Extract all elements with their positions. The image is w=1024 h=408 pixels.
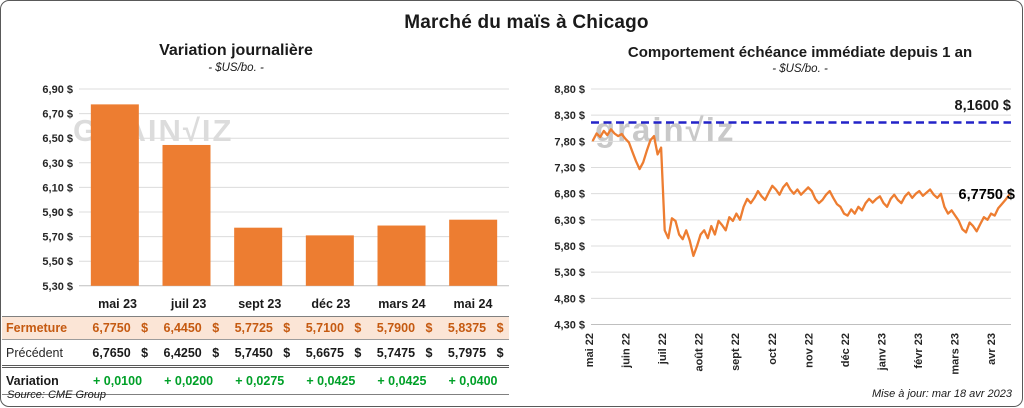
- line-chart: 8,80 $ 8,30 $ 7,80 $ 7,30 $ 6,80 $ 6,30 $ 5,80…: [554, 84, 1011, 375]
- cell-variation: + 0,0425: [377, 374, 427, 388]
- x-axis-month-label: avr 23: [986, 333, 998, 365]
- cell-variation: + 0,0200: [164, 374, 214, 388]
- column-header-juil 23: juil 23: [170, 297, 207, 311]
- x-axis-month-label: sept 22: [730, 333, 742, 371]
- bar-chart-subtitle: - $US/bo. -: [208, 62, 264, 74]
- y-axis-tick-label: 5,30 $: [42, 281, 73, 293]
- x-axis-month-label: mars 23: [950, 333, 962, 375]
- last-price-label: 6,7750 $: [958, 187, 1015, 203]
- row-label-fermeture: Fermeture: [6, 321, 68, 335]
- y-axis-tick-label: 5,50 $: [42, 256, 73, 268]
- cell-variation: + 0,0425: [306, 374, 356, 388]
- y-axis-tick-label: 7,80 $: [554, 136, 585, 148]
- cell-fermeture: 5,7900 $: [376, 321, 433, 335]
- y-axis-tick-label: 8,30 $: [554, 110, 585, 122]
- x-axis-month-label: août 22: [694, 333, 706, 372]
- bar-mai 23: [90, 104, 139, 286]
- y-axis-tick-label: 8,80 $: [554, 84, 585, 96]
- y-axis-tick-label: 4,80 $: [554, 293, 585, 305]
- cell-precedent: 5,7475 $: [376, 345, 433, 360]
- cell-variation: + 0,0275: [235, 374, 285, 388]
- cell-fermeture: 6,4450 $: [163, 321, 220, 335]
- table-row-precedent: Précédent 6,7650 $ 6,4250 $ 5,7450 $ 5,6675 $ 5,7…: [2, 340, 509, 368]
- y-axis-tick-label: 6,30 $: [42, 158, 73, 170]
- update-note: Mise à jour: mar 18 avr 2023: [871, 388, 1012, 400]
- cell-precedent: 6,4250 $: [163, 345, 220, 360]
- column-header-sept 23: sept 23: [238, 297, 282, 311]
- cell-precedent: 5,6675 $: [305, 345, 362, 360]
- x-axis-month-label: nov 22: [803, 333, 815, 368]
- column-header-mars 24: mars 24: [378, 297, 426, 311]
- target-price-label: 8,1600 $: [954, 98, 1011, 114]
- bar-mai 24: [449, 219, 498, 286]
- column-header-mai 23: mai 23: [98, 297, 137, 311]
- y-axis-tick-label: 6,90 $: [42, 84, 73, 96]
- x-axis-month-label: janv 23: [876, 333, 888, 371]
- y-axis-tick-label: 5,70 $: [42, 232, 73, 244]
- cell-fermeture: 6,7750 $: [92, 321, 149, 335]
- bar-chart-title: Variation journalière: [159, 42, 313, 59]
- y-axis-tick-label: 6,50 $: [42, 133, 73, 145]
- bar-mars 24: [377, 225, 426, 286]
- cell-fermeture: 5,7725 $: [234, 321, 291, 335]
- price-table: mai 23 juil 23 sept 23 déc 23 mars 24 mai 24 F…: [2, 292, 509, 395]
- price-series-line: [591, 128, 1011, 258]
- x-axis-month-label: oct 22: [767, 333, 779, 365]
- row-label-variation: Variation: [6, 374, 59, 388]
- bar-sept 23: [234, 227, 283, 286]
- source-note: Source: CME Group: [7, 389, 107, 401]
- cell-fermeture: 5,7100 $: [305, 321, 362, 335]
- row-label-precedent: Précédent: [6, 345, 63, 360]
- table-row-fermeture: Fermeture 6,7750 $ 6,4450 $ 5,7725 $ 5,7100 $ 5,7…: [2, 317, 509, 340]
- bar-déc 23: [305, 235, 354, 286]
- y-axis-tick-label: 6,70 $: [42, 109, 73, 121]
- y-axis-tick-label: 6,30 $: [554, 215, 585, 227]
- column-header-déc 23: déc 23: [311, 297, 351, 311]
- x-axis-month-label: mai 22: [584, 333, 596, 367]
- y-axis-tick-label: 5,90 $: [42, 207, 73, 219]
- table-header-row: mai 23 juil 23 sept 23 déc 23 mars 24 mai 24: [2, 292, 509, 317]
- y-axis-tick-label: 5,30 $: [554, 267, 585, 279]
- cell-variation: + 0,0100: [93, 374, 143, 388]
- y-axis-tick-label: 6,10 $: [42, 182, 73, 194]
- line-chart-title: Comportement échéance immédiate depuis 1…: [627, 44, 973, 61]
- x-axis-month-label: déc 22: [840, 333, 852, 367]
- cell-precedent: 5,7975 $: [447, 345, 504, 360]
- bar-juil 23: [162, 144, 211, 286]
- cell-precedent: 5,7450 $: [234, 345, 291, 360]
- cell-variation: + 0,0400: [448, 374, 498, 388]
- bar-chart: 6,90 $ 6,70 $ 6,50 $ 6,30 $ 6,10 $ 5,90 $ 5,70…: [42, 84, 509, 293]
- y-axis-tick-label: 6,80 $: [554, 189, 585, 201]
- x-axis-month-label: juil 22: [657, 333, 669, 365]
- x-axis-month-label: juin 22: [621, 333, 633, 369]
- cell-precedent: 6,7650 $: [92, 345, 149, 360]
- y-axis-tick-label: 5,80 $: [554, 241, 585, 253]
- x-axis-month-label: févr 23: [913, 333, 925, 368]
- y-axis-tick-label: 7,30 $: [554, 163, 585, 175]
- column-header-mai 24: mai 24: [453, 297, 493, 311]
- y-axis-tick-label: 4,30 $: [554, 320, 585, 332]
- line-chart-subtitle: - $US/bo. -: [772, 63, 828, 75]
- page-title: Marché du maïs à Chicago: [404, 12, 649, 33]
- cell-fermeture: 5,8375 $: [447, 321, 504, 335]
- table-row-variation: Variation + 0,0100 + 0,0200 + 0,0275 + 0,042…: [2, 368, 509, 395]
